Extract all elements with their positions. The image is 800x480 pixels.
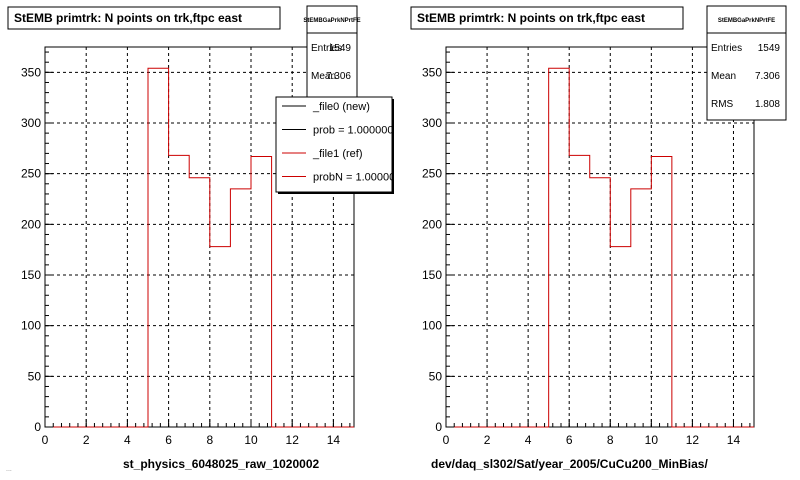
y-tick-label: 100: [21, 319, 41, 333]
y-tick-label: 150: [21, 268, 41, 282]
stats-name: StEMBGaPrkNPrtFE: [718, 18, 775, 24]
stats-value: 1549: [758, 43, 781, 54]
chart-panel-2: 0 2 4 6 8 10 12 14 0 50 100 150 200 250 300 350 dev/daq_…: [410, 5, 787, 471]
stats-label: Mean: [311, 71, 336, 82]
stats-label: RMS: [711, 99, 734, 110]
legend-label: prob = 1.000000: [313, 125, 393, 137]
x-tick-label: 6: [165, 433, 172, 447]
title-box: [7, 6, 281, 30]
legend-box: [275, 96, 393, 193]
y-tick-label: 300: [422, 116, 442, 130]
histogram-series: [446, 67, 754, 428]
y-tick-label: 300: [21, 116, 41, 130]
x-tick-label: 10: [244, 433, 258, 447]
x-tick-label: 2: [484, 433, 491, 447]
x-tick-label: 14: [727, 433, 741, 447]
y-tick-label: 250: [422, 167, 442, 181]
y-tick-label: 250: [21, 167, 41, 181]
y-tick-label: 50: [429, 369, 443, 383]
stats-label: Entries: [711, 43, 742, 54]
x-axis: 0 2 4 6 8 10 12 14: [42, 419, 351, 447]
stats-name: StEMBGaPrkNPrtFE: [303, 18, 360, 24]
y-tick-label: 0: [34, 420, 41, 434]
y-tick-label: 350: [21, 65, 41, 79]
x-axis-label: st_physics_6048025_raw_1020002: [123, 457, 319, 471]
legend: _file0 (new) prob = 1.000000 _file1 (ref) p…: [275, 96, 401, 194]
x-tick-label: 2: [83, 433, 90, 447]
y-tick-label: 200: [422, 217, 442, 231]
y-axis: 0 50 100 150 200 250 300 350: [21, 51, 53, 434]
y-axis: 0 50 100 150 200 250 300 350: [422, 51, 454, 434]
histogram-series: [45, 67, 354, 428]
legend-label: _file0 (new): [312, 101, 370, 113]
y-tick-label: 200: [21, 217, 41, 231]
x-tick-label: 8: [607, 433, 614, 447]
x-tick-label: 6: [566, 433, 573, 447]
stats-label: Mean: [711, 71, 736, 82]
legend-entries: _file0 (new) prob = 1.000000 _file1 (ref) p…: [282, 101, 401, 184]
stats-value: 1549: [329, 43, 352, 54]
x-tick-label: 12: [286, 433, 300, 447]
x-tick-label: 4: [525, 433, 532, 447]
y-tick-label: 100: [422, 319, 442, 333]
stats-value: 7.306: [326, 71, 351, 82]
x-tick-label: 0: [42, 433, 49, 447]
stats-box: [706, 5, 787, 121]
chart-title: StEMB primtrk: N points on trk,ftpc east: [417, 11, 645, 25]
stats-label: Entries: [311, 43, 342, 54]
y-tick-label: 350: [422, 65, 442, 79]
x-tick-label: 10: [645, 433, 659, 447]
x-tick-label: 8: [206, 433, 213, 447]
y-tick-label: 150: [422, 268, 442, 282]
title-box: [410, 6, 684, 30]
footer-text: ...: [6, 466, 12, 473]
x-tick-label: 0: [443, 433, 450, 447]
legend-label: _file1 (ref): [312, 148, 363, 160]
x-tick-label: 4: [124, 433, 131, 447]
x-axis: 0 2 4 6 8 10 12 14: [443, 419, 751, 447]
plot-area: [445, 46, 755, 428]
x-tick-label: 12: [686, 433, 700, 447]
chart-panel-1: 0 2 4 6 8 10 12 14 0 50 100 150 200 250 300 350 st_physi…: [7, 5, 401, 471]
legend-label: probN = 1.000000: [313, 172, 401, 184]
chart-title: StEMB primtrk: N points on trk,ftpc east: [14, 11, 242, 25]
stats-value: 1.808: [755, 99, 780, 110]
x-tick-label: 14: [327, 433, 341, 447]
stats-value: 7.306: [755, 71, 780, 82]
x-axis-label: dev/daq_sl302/Sat/year_2005/CuCu200_MinB…: [431, 457, 708, 471]
y-tick-label: 50: [28, 369, 42, 383]
y-tick-label: 0: [435, 420, 442, 434]
